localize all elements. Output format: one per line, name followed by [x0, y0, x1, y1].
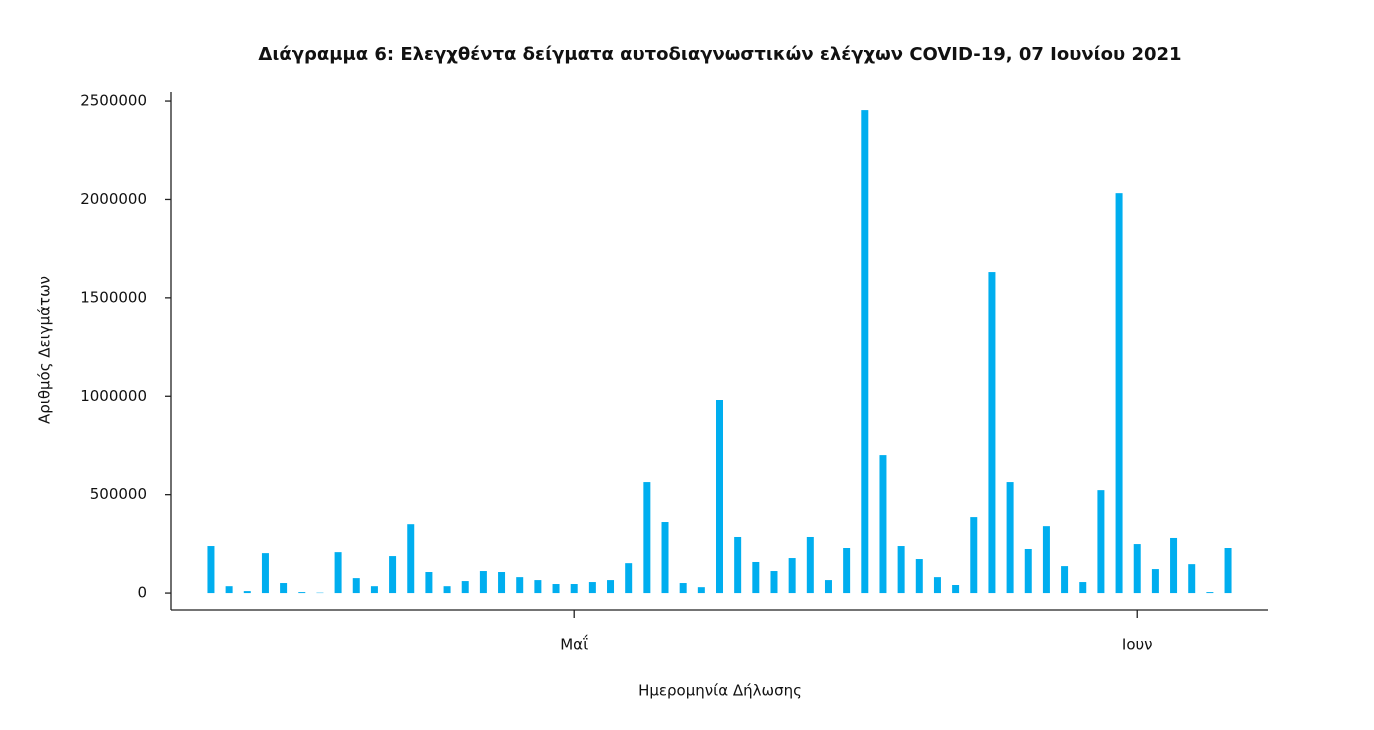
bar: [498, 572, 506, 594]
bar: [625, 563, 633, 594]
x-tick-label: Ιουν: [1122, 636, 1153, 654]
bar: [970, 517, 978, 594]
bar: [407, 524, 415, 594]
y-tick-label: 2000000: [80, 190, 147, 208]
bar: [952, 585, 960, 594]
bar: [988, 272, 996, 594]
bar: [1115, 193, 1123, 594]
y-tick-label: 500000: [90, 485, 147, 503]
bar: [370, 586, 378, 594]
bar: [824, 580, 832, 594]
bar: [461, 581, 469, 594]
bar: [1224, 548, 1232, 594]
bar: [607, 580, 615, 594]
bar: [425, 572, 433, 594]
bar: [1170, 537, 1178, 594]
bar: [1133, 544, 1141, 594]
bar: [479, 571, 487, 594]
bar: [1151, 569, 1159, 594]
bar: [643, 482, 651, 594]
bar: [1188, 564, 1196, 594]
bar: [243, 591, 251, 594]
bar: [1097, 490, 1105, 594]
y-axis-label: Αριθμός Δειγμάτων: [36, 276, 54, 424]
bar: [697, 587, 705, 594]
bar: [261, 553, 269, 594]
bar: [788, 558, 796, 594]
bar: [1206, 592, 1214, 594]
bar: [661, 522, 669, 594]
bar: [933, 577, 941, 594]
bar: [861, 110, 869, 594]
bar: [1042, 526, 1050, 594]
bar: [734, 536, 742, 594]
y-tick-label: 1000000: [80, 387, 147, 405]
bar: [570, 584, 578, 594]
bar: [770, 571, 778, 594]
bar: [915, 559, 923, 594]
bar: [298, 592, 306, 594]
bar: [334, 552, 342, 594]
chart-title: Διάγραμμα 6: Ελεγχθέντα δείγματα αυτοδια…: [258, 44, 1181, 65]
bar: [389, 556, 397, 594]
bar: [679, 583, 687, 594]
y-tick-label: 1500000: [80, 288, 147, 306]
bar: [879, 455, 887, 594]
bar: [443, 586, 451, 594]
bar: [716, 400, 723, 594]
bar: [843, 548, 851, 594]
bar: [588, 582, 596, 594]
bar: [1024, 548, 1032, 594]
y-tick-label: 0: [137, 584, 147, 602]
bar: [352, 578, 360, 594]
bar: [225, 586, 233, 594]
bar: [552, 584, 560, 594]
x-axis-label: Ημερομηνία Δήλωσης: [638, 682, 802, 700]
bar: [534, 580, 542, 594]
y-tick-label: 2500000: [80, 92, 147, 110]
bar: [752, 561, 760, 594]
bar: [1006, 482, 1014, 594]
bar: [516, 577, 524, 594]
bar: [897, 546, 905, 594]
bar: [1079, 582, 1087, 594]
bar: [1061, 566, 1069, 594]
x-tick-label: Μαΐ: [560, 634, 588, 654]
bar: [280, 583, 288, 594]
bar: [207, 546, 215, 594]
bar: [806, 536, 814, 594]
